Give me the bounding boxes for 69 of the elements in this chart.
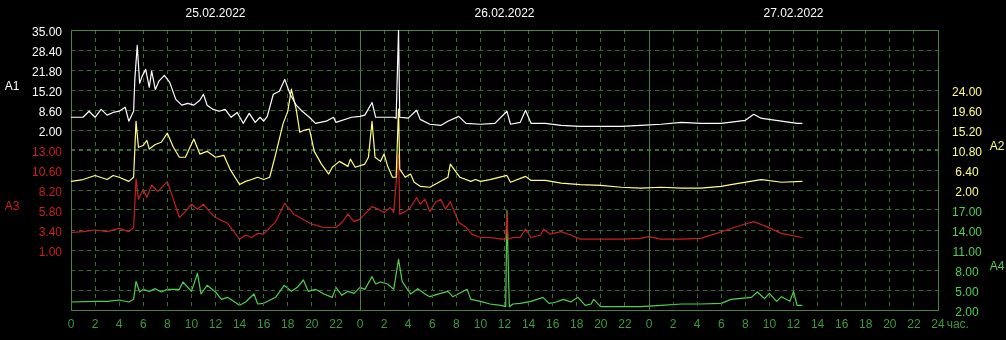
y2-tick-label: 10.80 (951, 145, 983, 160)
y-tick-label: 8.60 (38, 105, 63, 120)
x-tick-label: 18 (570, 317, 584, 332)
y-axis-title: A1 (4, 79, 20, 94)
x-tick-label: 6 (428, 317, 436, 332)
y-tick-label: 28.40 (31, 45, 63, 60)
y2-tick-label: 11.00 (952, 245, 982, 260)
y-tick-label: 35.00 (31, 25, 63, 40)
x-tick-label: 8 (163, 317, 171, 332)
x-tick-label: 6 (717, 317, 725, 332)
x-tick-label: 0 (356, 317, 364, 332)
y2-tick-label: 8.00 (955, 265, 979, 280)
y2-tick-label: 19.60 (951, 105, 983, 120)
x-tick-label: 2 (669, 317, 677, 332)
x-tick-label: 10 (184, 317, 199, 332)
x-tick-label: 2 (380, 317, 388, 332)
x-tick-label: 18 (859, 317, 873, 332)
x-tick-label: 6 (139, 317, 147, 332)
y-tick-label: 1.00 (38, 245, 63, 260)
x-tick-label: 4 (115, 317, 123, 332)
x-tick-label: 12 (786, 317, 801, 332)
y-tick-label: 5.80 (38, 205, 63, 220)
y-tick-label: 10.60 (31, 165, 63, 180)
x-tick-label: 14 (232, 317, 247, 332)
x2-tick-label: 27.02.2022 (763, 6, 824, 21)
x-tick-label: 20 (883, 317, 897, 332)
y-tick-label: 8.20 (38, 185, 63, 200)
x2-tick-label: 25.02.2022 (185, 6, 246, 21)
y2-tick-label: 5.00 (955, 285, 979, 300)
y-tick-label: 13.00 (31, 145, 63, 160)
x-tick-label: 22 (618, 317, 632, 332)
x-tick-label: 4 (404, 317, 412, 332)
x-tick-label: 20 (594, 317, 608, 332)
x-tick-label: 2 (91, 317, 99, 332)
x-tick-label: 0 (645, 317, 653, 332)
y2-tick-label: 6.40 (955, 165, 979, 180)
x-tick-label: 24 (931, 317, 945, 332)
x-tick-label: 12 (497, 317, 512, 332)
x-tick-label: 8 (452, 317, 460, 332)
x-tick-label: 14 (521, 317, 536, 332)
x-tick-label: 20 (305, 317, 319, 332)
x-tick-label: 0 (67, 317, 75, 332)
x-tick-label: 12 (208, 317, 223, 332)
y2-tick-label: 24.00 (951, 85, 983, 100)
y-tick-label: 2.00 (38, 125, 63, 140)
y2-tick-label: 15.20 (951, 125, 983, 140)
x-tick-label: 22 (329, 317, 343, 332)
y-tick-label: 15.20 (31, 85, 63, 100)
x-tick-label: 18 (281, 317, 295, 332)
x-tick-label: 16 (545, 317, 560, 332)
y-tick-label: 21.80 (31, 65, 63, 80)
x-tick-label: 16 (834, 317, 849, 332)
y-axis-title: A3 (4, 199, 20, 214)
y2-tick-label: 17.00 (951, 205, 983, 220)
x-tick-label: 16 (256, 317, 271, 332)
x-tick-label: 10 (762, 317, 777, 332)
x-tick-label: 14 (810, 317, 825, 332)
y2-tick-label: 2.00 (955, 305, 979, 320)
y2-axis-title: A4 (989, 259, 1005, 274)
y2-axis-title: A2 (989, 139, 1005, 154)
y-tick-label: 3.40 (38, 225, 63, 240)
x-tick-label: 4 (693, 317, 701, 332)
x2-tick-label: 26.02.2022 (474, 6, 535, 21)
y2-tick-label: 2.00 (955, 185, 979, 200)
x-tick-label: 22 (907, 317, 921, 332)
x-tick-label: 8 (741, 317, 749, 332)
x-tick-label: 10 (473, 317, 488, 332)
x-axis-title: час. (946, 317, 969, 332)
y2-tick-label: 14.00 (951, 225, 983, 240)
